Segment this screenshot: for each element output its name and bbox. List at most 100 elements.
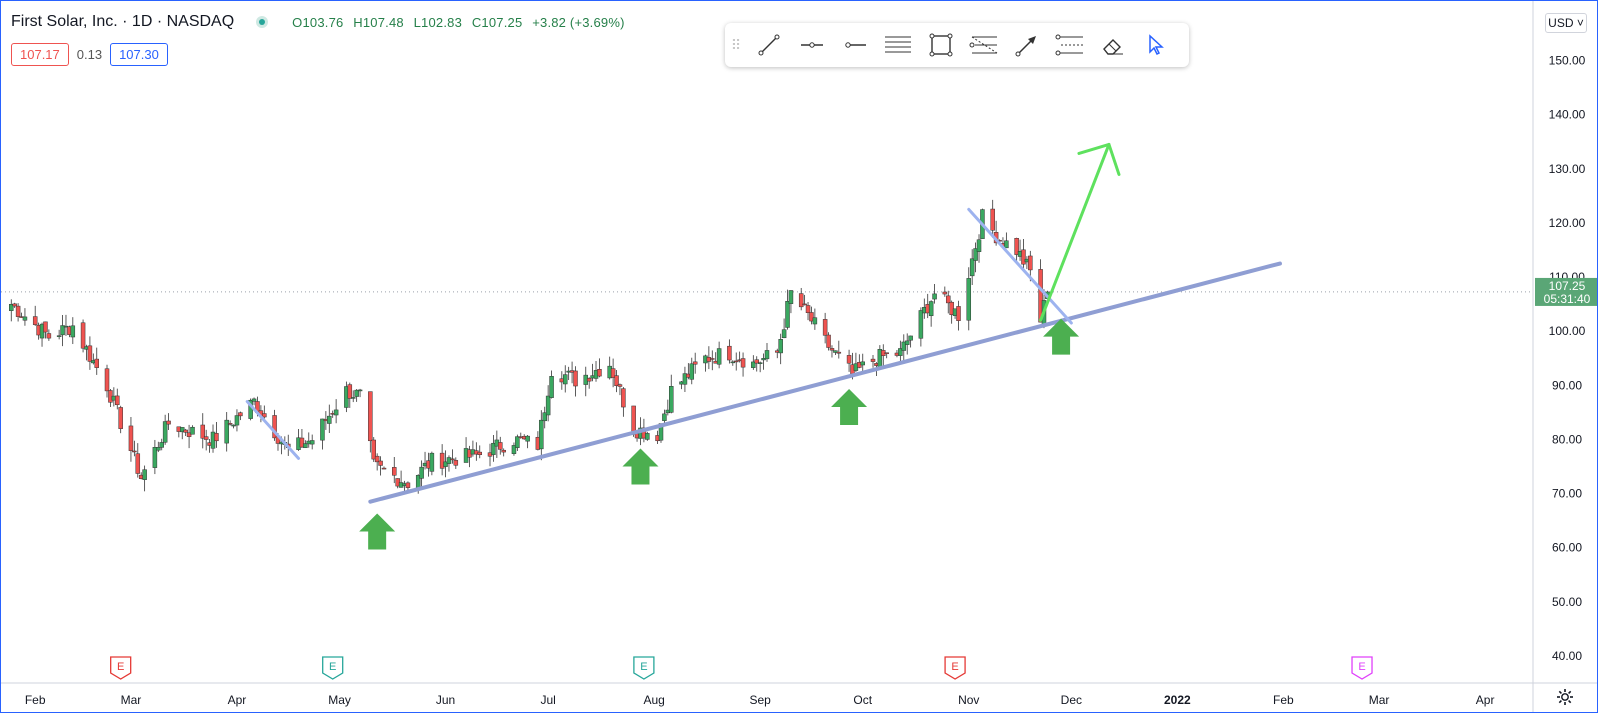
price-tick-label: 50.00 [1552,595,1582,609]
arrow-icon[interactable] [1005,23,1048,67]
horizontal-ray-icon[interactable] [790,23,833,67]
candle-down [405,482,411,488]
candle-up [757,362,763,364]
change-value: +3.82 (+3.69%) [532,14,625,30]
rectangle-icon[interactable] [919,23,962,67]
time-tick-label: Jul [540,693,555,707]
fib-retracement-icon[interactable] [962,23,1005,67]
candle-down [621,388,626,408]
candle-down [272,415,277,439]
earnings-marker-icon [1351,656,1373,680]
candle-down [371,439,376,460]
candle-down [227,423,233,425]
candle-up [152,447,158,468]
candle-down [829,348,835,351]
candle-up [60,325,65,336]
candle-down [166,420,171,425]
candle-down [641,427,647,439]
open-value: O103.76 [292,14,344,30]
time-tick-label: 2022 [1164,693,1191,707]
settings-gear-icon[interactable] [1555,687,1575,707]
projection-arrow-head [1077,142,1121,176]
candle-down [374,455,380,463]
fib-extension-icon[interactable] [1048,23,1091,67]
symbol-legend: First Solar, Inc. · 1D · NASDAQ O103.76 … [11,13,631,31]
candle-down [692,361,698,365]
symbol-title[interactable]: First Solar, Inc. · 1D · NASDAQ [11,13,235,30]
trend-line-icon[interactable] [747,23,790,67]
candle-up [234,415,240,426]
candle-up [973,248,978,261]
resistance-line-april [245,400,301,460]
candle-up [22,316,28,321]
candle-down [884,352,889,354]
candle-down [956,306,961,321]
candle-down [1014,238,1019,255]
candle-up [231,424,236,427]
candle-down [132,450,137,453]
price-tick-label: 90.00 [1552,378,1582,392]
time-tick-label: Mar [1369,693,1390,707]
time-tick-label: Jun [436,693,455,707]
drawings[interactable] [245,142,1282,550]
candle-up [778,339,783,354]
candle-up [860,361,865,366]
candle-up [833,350,838,353]
candle-up [901,341,907,351]
high-value: H107.48 [353,14,404,30]
candle-down [1028,255,1033,271]
candle-down [46,333,52,339]
price-tick-label: 80.00 [1552,432,1582,446]
price-tick-label: 40.00 [1552,649,1582,663]
ohlc-values: O103.76 H107.48 L102.83 C107.25 +3.82 (+… [292,15,630,30]
candle-up [761,358,766,361]
candle-down [597,369,602,377]
candle-down [477,451,482,455]
drag-handle-icon[interactable]: ⠿ [730,36,742,53]
candle-up [542,412,547,422]
candle-up [511,445,517,454]
candle-up [309,440,315,445]
price-axis[interactable]: 40.0050.0060.0070.0080.0090.00100.00110.… [1549,54,1586,663]
earnings-marker-icon [633,656,655,680]
candle-up [179,427,185,433]
candle-down [1038,269,1043,323]
earnings-marker-label: E [951,661,958,673]
time-tick-label: Apr [228,693,247,707]
sell-price-button[interactable]: 107.17 [11,43,69,66]
cursor-icon[interactable] [1134,23,1177,67]
candle-down [392,467,397,476]
candle-down [15,305,21,317]
last-price-label: 107.25 05:31:40 [1535,277,1597,306]
candle-down [94,358,99,368]
candle-up [781,329,787,339]
candle-up [918,310,924,339]
candle-down [450,458,455,461]
candle-down [368,391,373,442]
candle-up [669,386,674,413]
eraser-icon[interactable] [1091,23,1134,67]
time-axis[interactable]: Feb Mar Apr May Jun Jul Aug Sep Oct Nov Dec 2022 Feb… [25,693,1495,707]
candle-down [710,358,715,360]
candle-up [357,389,363,392]
horizontal-line-icon[interactable] [833,23,876,67]
earnings-marker-label: E [117,661,124,673]
earnings-marker-icon [110,656,132,680]
candles [9,199,1050,494]
price-tick-label: 150.00 [1549,54,1586,68]
candle-up [764,350,770,360]
candle-up [9,304,14,311]
candle-down [498,442,503,450]
market-status-icon[interactable] [256,16,269,28]
candle-up [515,436,520,448]
candle-down [80,322,86,349]
currency-selector[interactable]: USD ˅ [1545,13,1587,33]
candle-down [12,303,17,307]
buy-price-button[interactable]: 107.30 [110,43,168,66]
candle-down [631,405,636,435]
time-tick-label: Oct [853,693,872,707]
parallel-channel-icon[interactable] [876,23,919,67]
candle-up [162,421,168,443]
